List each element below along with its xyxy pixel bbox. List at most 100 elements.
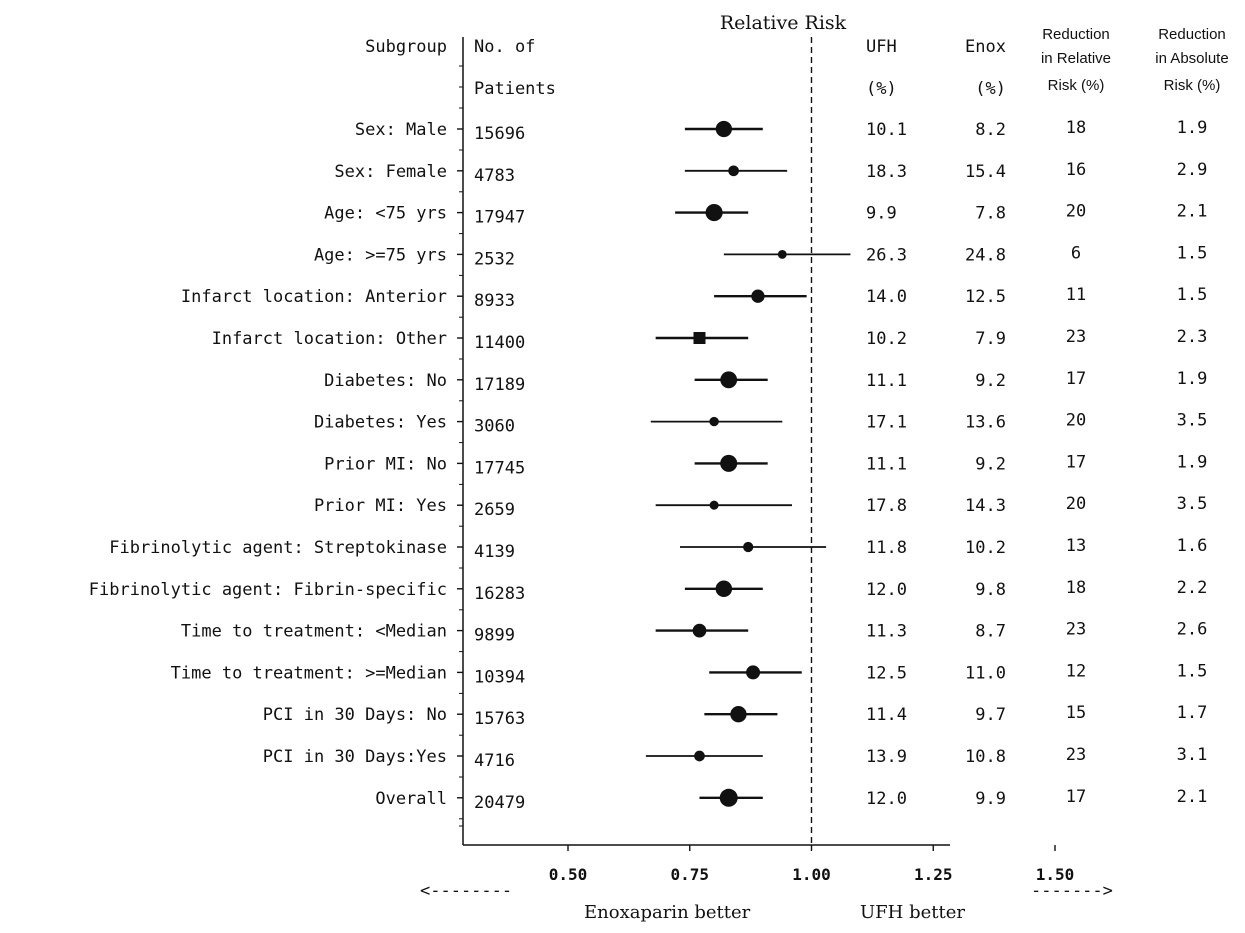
footer-right-arrow: ------->	[1031, 881, 1113, 901]
patients-count: 2659	[474, 500, 515, 520]
rrr-value: 20	[1066, 202, 1086, 222]
point-estimate	[715, 580, 733, 598]
ufh-value: 11.4	[866, 705, 907, 725]
header-subgroup: Subgroup	[365, 37, 447, 57]
enox-value: 8.7	[975, 622, 1006, 642]
patients-count: 16283	[474, 584, 525, 604]
arr-value: 1.5	[1177, 243, 1208, 263]
header-arr-line3: Risk (%)	[1164, 77, 1221, 94]
ufh-value: 10.2	[866, 329, 907, 349]
row-group: Sex: Male 15696 10.1 8.2 18 1.9 Sex: Female 478…	[89, 37, 1208, 845]
point-estimate	[720, 454, 738, 472]
header-rrr-line2: in Relative	[1041, 50, 1111, 67]
enox-value: 11.0	[965, 663, 1006, 683]
point-estimate	[709, 416, 719, 427]
patients-count: 15763	[474, 709, 525, 729]
subgroup-label: Diabetes: No	[324, 371, 447, 391]
enox-value: 9.7	[975, 705, 1006, 725]
rrr-value: 12	[1066, 661, 1086, 681]
arr-value: 2.6	[1177, 620, 1208, 640]
point-estimate	[746, 665, 761, 680]
ufh-value: 9.9	[866, 204, 897, 224]
ufh-value: 18.3	[866, 162, 907, 182]
x-tick-label: 1.00	[792, 865, 831, 884]
x-tick-label: 1.50	[1036, 865, 1075, 884]
header-arr-line2: in Absolute	[1155, 50, 1228, 67]
enox-value: 7.9	[975, 329, 1006, 349]
rrr-value: 11	[1066, 285, 1086, 305]
subgroup-label: PCI in 30 Days: No	[263, 705, 447, 725]
point-estimate	[730, 706, 747, 723]
arr-value: 1.5	[1177, 661, 1208, 681]
patients-count: 17745	[474, 458, 525, 478]
header-enox-line2: (%)	[975, 79, 1006, 99]
arr-value: 2.2	[1177, 578, 1208, 598]
arr-value: 1.9	[1177, 118, 1208, 138]
rrr-value: 17	[1066, 369, 1086, 389]
rrr-value: 13	[1066, 536, 1086, 556]
arr-value: 2.9	[1177, 160, 1208, 180]
header-ufh-line2: (%)	[866, 79, 897, 99]
rrr-value: 20	[1066, 411, 1086, 431]
enox-value: 9.9	[975, 789, 1006, 809]
point-estimate	[719, 788, 738, 807]
enox-value: 9.8	[975, 580, 1006, 600]
patients-count: 10394	[474, 667, 525, 687]
rrr-value: 23	[1066, 327, 1086, 347]
enox-value: 7.8	[975, 204, 1006, 224]
arr-value: 1.9	[1177, 369, 1208, 389]
patients-count: 4783	[474, 166, 515, 186]
patients-count: 20479	[474, 793, 525, 813]
patients-count: 9899	[474, 626, 515, 646]
arr-value: 3.1	[1177, 745, 1208, 765]
header-arr-line1: Reduction	[1158, 26, 1226, 43]
point-estimate	[692, 623, 707, 638]
rrr-value: 6	[1071, 243, 1081, 263]
header-rrr-line3: Risk (%)	[1048, 77, 1105, 94]
ufh-value: 10.1	[866, 120, 907, 140]
arr-value: 1.5	[1177, 285, 1208, 305]
rrr-value: 23	[1066, 745, 1086, 765]
subgroup-label: Prior MI: Yes	[314, 496, 447, 516]
header-n-line2: Patients	[474, 79, 556, 99]
subgroup-label: Time to treatment: <Median	[181, 622, 447, 642]
ufh-value: 26.3	[866, 245, 907, 265]
point-estimate	[751, 289, 765, 303]
ufh-value: 11.3	[866, 622, 907, 642]
arr-value: 1.9	[1177, 452, 1208, 472]
footer-left-arrow: <--------	[420, 881, 512, 901]
enox-value: 13.6	[965, 413, 1006, 433]
enox-value: 9.2	[975, 371, 1006, 391]
enox-value: 8.2	[975, 120, 1006, 140]
patients-count: 2532	[474, 249, 515, 269]
arr-value: 1.7	[1177, 703, 1208, 723]
point-estimate	[728, 165, 739, 177]
ufh-value: 12.5	[866, 663, 907, 683]
subgroup-label: Infarct location: Other	[212, 329, 447, 349]
point-estimate	[694, 750, 705, 762]
x-tick-label: 0.50	[549, 865, 588, 884]
subgroup-label: Fibrinolytic agent: Fibrin-specific	[89, 580, 447, 600]
enox-value: 9.2	[975, 454, 1006, 474]
arr-value: 2.1	[1177, 202, 1208, 222]
enox-value: 12.5	[965, 287, 1006, 307]
ufh-value: 12.0	[866, 580, 907, 600]
x-ticks: 0.50 0.75 1.00 1.25 1.50	[549, 845, 1075, 884]
subgroup-label: Age: >=75 yrs	[314, 245, 447, 265]
subgroup-label: Fibrinolytic agent: Streptokinase	[109, 538, 447, 558]
enox-value: 10.2	[965, 538, 1006, 558]
subgroup-label: PCI in 30 Days:Yes	[263, 747, 447, 767]
header-enox-line1: Enox	[965, 37, 1006, 57]
enox-value: 10.8	[965, 747, 1006, 767]
rrr-value: 18	[1066, 118, 1086, 138]
patients-count: 11400	[474, 333, 525, 353]
ufh-value: 12.0	[866, 789, 907, 809]
ufh-value: 14.0	[866, 287, 907, 307]
enox-value: 24.8	[965, 245, 1006, 265]
rrr-value: 17	[1066, 787, 1086, 807]
patients-count: 17189	[474, 375, 525, 395]
point-estimate	[693, 332, 706, 344]
patients-count: 15696	[474, 124, 525, 144]
x-tick-label: 0.75	[670, 865, 709, 884]
